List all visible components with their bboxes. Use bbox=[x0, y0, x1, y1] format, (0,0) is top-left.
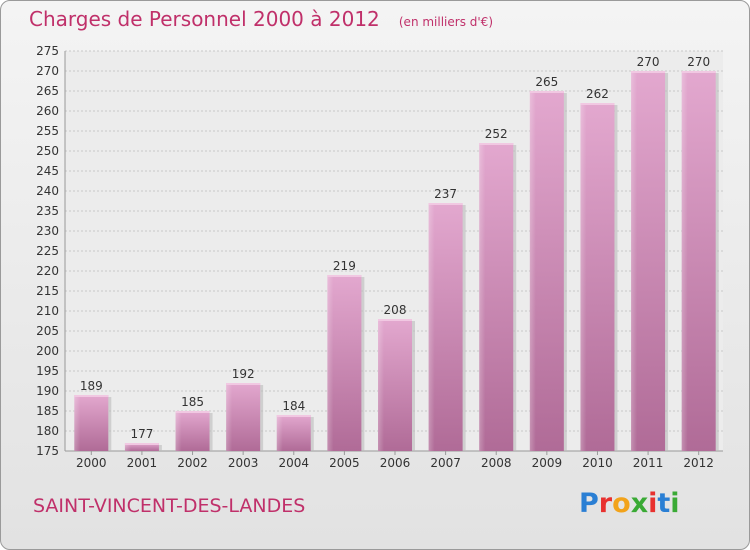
logo-letter: r bbox=[598, 488, 613, 519]
y-tick-label: 205 bbox=[36, 324, 59, 338]
logo-letter: P bbox=[579, 488, 599, 519]
y-tick-label: 245 bbox=[36, 164, 59, 178]
bar-value-label: 262 bbox=[586, 87, 609, 101]
logo-letter: t bbox=[657, 488, 671, 519]
bar-cap bbox=[378, 319, 412, 321]
x-tick-label: 2002 bbox=[177, 456, 208, 470]
bar-highlight bbox=[378, 319, 384, 451]
logo-letter: i bbox=[648, 488, 658, 519]
chart-unit: (en milliers d'€) bbox=[398, 15, 493, 29]
bar-value-label: 219 bbox=[333, 259, 356, 273]
y-tick-label: 175 bbox=[36, 444, 59, 458]
y-tick-label: 265 bbox=[36, 84, 59, 98]
bar-highlight bbox=[479, 143, 486, 451]
y-tick-label: 220 bbox=[36, 264, 59, 278]
y-tick-label: 270 bbox=[36, 64, 59, 78]
logo-letter: i bbox=[670, 488, 680, 519]
bar bbox=[124, 443, 159, 451]
bar-value-label: 265 bbox=[535, 75, 558, 89]
bar-highlight bbox=[428, 203, 435, 451]
bar-highlight bbox=[681, 71, 688, 451]
commune-name: SAINT-VINCENT-DES-LANDES bbox=[33, 495, 306, 517]
x-tick-label: 2004 bbox=[278, 456, 309, 470]
bar-value-label: 185 bbox=[181, 395, 204, 409]
bar-value-label: 192 bbox=[232, 367, 255, 381]
bars-layer: 189 177 185 192 184 219 208 237 252 265 262 270 270 bbox=[74, 55, 719, 451]
bar-highlight bbox=[631, 71, 638, 451]
bar-cap bbox=[226, 383, 261, 385]
x-tick-label: 2001 bbox=[127, 456, 158, 470]
bar-cap bbox=[74, 395, 109, 397]
title-row: Charges de Personnel 2000 à 2012 (en mil… bbox=[29, 7, 493, 31]
x-tick-label: 2005 bbox=[329, 456, 360, 470]
y-axis: 175 180 185 190 195 200 205 210 215 220 225 230 235 2… bbox=[36, 44, 59, 458]
y-tick-label: 195 bbox=[36, 364, 59, 378]
logo-letter: o bbox=[612, 488, 631, 519]
y-tick-label: 185 bbox=[36, 404, 59, 418]
y-tick-label: 260 bbox=[36, 104, 59, 118]
bar-cap bbox=[529, 91, 564, 93]
bar-value-label: 270 bbox=[687, 55, 710, 69]
bar-highlight bbox=[529, 91, 536, 451]
bar-highlight bbox=[580, 103, 587, 451]
x-tick-label: 2006 bbox=[380, 456, 411, 470]
bar-highlight bbox=[327, 275, 334, 451]
y-tick-label: 250 bbox=[36, 144, 59, 158]
x-tick-label: 2008 bbox=[481, 456, 512, 470]
bar-value-label: 184 bbox=[282, 399, 305, 413]
bar-cap bbox=[479, 143, 514, 145]
bar-cap bbox=[631, 71, 666, 73]
y-tick-label: 180 bbox=[36, 424, 59, 438]
x-tick-label: 2009 bbox=[532, 456, 563, 470]
bar-highlight bbox=[276, 415, 283, 451]
y-tick-label: 190 bbox=[36, 384, 59, 398]
y-tick-label: 235 bbox=[36, 204, 59, 218]
bar-value-label: 237 bbox=[434, 187, 457, 201]
bar-cap bbox=[580, 103, 615, 105]
y-tick-label: 215 bbox=[36, 284, 59, 298]
bar-value-label: 208 bbox=[384, 303, 407, 317]
bar-cap bbox=[327, 275, 362, 277]
x-tick-label: 2000 bbox=[76, 456, 107, 470]
y-tick-label: 240 bbox=[36, 184, 59, 198]
y-tick-label: 230 bbox=[36, 224, 59, 238]
y-tick-label: 210 bbox=[36, 304, 59, 318]
x-tick-label: 2003 bbox=[228, 456, 259, 470]
bar-cap bbox=[681, 71, 716, 73]
bar-highlight bbox=[175, 411, 182, 451]
bar-cap bbox=[175, 411, 210, 413]
x-tick-label: 2012 bbox=[683, 456, 714, 470]
x-tick-label: 2011 bbox=[633, 456, 664, 470]
x-tick-label: 2010 bbox=[582, 456, 613, 470]
y-tick-label: 200 bbox=[36, 344, 59, 358]
y-tick-label: 255 bbox=[36, 124, 59, 138]
bar-highlight bbox=[226, 383, 233, 451]
bar-cap bbox=[276, 415, 311, 417]
bar-value-label: 270 bbox=[637, 55, 660, 69]
chart-title: Charges de Personnel 2000 à 2012 bbox=[29, 7, 380, 31]
bar-highlight bbox=[74, 395, 81, 451]
bar-value-label: 252 bbox=[485, 127, 508, 141]
y-tick-label: 225 bbox=[36, 244, 59, 258]
bar-value-label: 177 bbox=[130, 427, 153, 441]
bar-cap bbox=[428, 203, 463, 205]
y-tick-label: 275 bbox=[36, 44, 59, 58]
bar-highlight bbox=[124, 443, 131, 451]
logo-letter: x bbox=[630, 488, 649, 519]
x-axis: 2000 2001 2002 2003 2004 2005 2006 2007 2008 2009… bbox=[76, 451, 714, 470]
bar-cap bbox=[124, 443, 159, 445]
x-tick-label: 2007 bbox=[430, 456, 461, 470]
bar-value-label: 189 bbox=[80, 379, 103, 393]
proxiti-logo: Proxiti bbox=[579, 488, 680, 519]
